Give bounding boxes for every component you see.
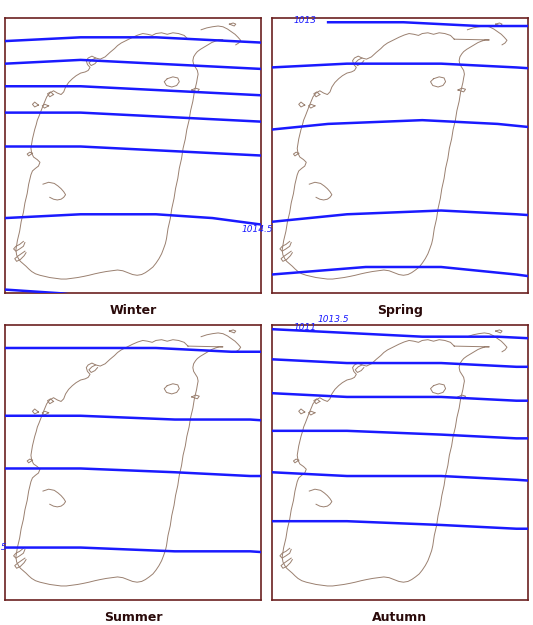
Text: 1013.5: 1013.5 <box>318 315 350 324</box>
Text: 1014.5: 1014.5 <box>241 225 273 234</box>
Text: 1011.5: 1011.5 <box>318 93 350 102</box>
Text: 1015: 1015 <box>318 348 341 356</box>
Text: 1016.5: 1016.5 <box>0 543 7 552</box>
Text: 1012: 1012 <box>318 119 341 128</box>
Text: 1011: 1011 <box>318 67 341 76</box>
Text: 1015.5: 1015.5 <box>318 422 350 431</box>
Text: Summer: Summer <box>104 611 163 624</box>
Text: Spring: Spring <box>377 304 423 318</box>
Text: Autumn: Autumn <box>372 611 427 624</box>
Text: 1010.5: 1010.5 <box>318 41 350 49</box>
Text: Winter: Winter <box>110 304 157 318</box>
Text: 1013: 1013 <box>294 16 317 25</box>
Text: 1013: 1013 <box>318 232 341 241</box>
Text: 1012.5: 1012.5 <box>318 153 350 162</box>
Text: 1011: 1011 <box>294 322 317 332</box>
